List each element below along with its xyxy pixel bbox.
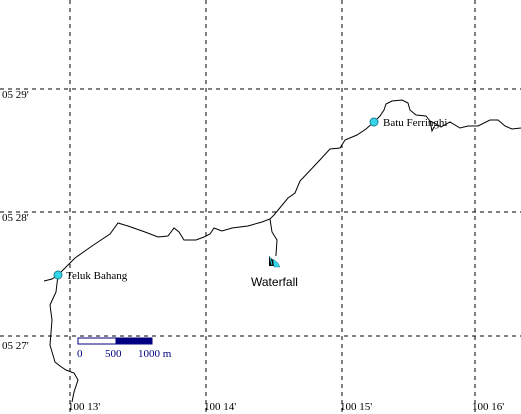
road-south[interactable] [49,274,79,403]
scale-label-0: 0 [77,348,83,360]
waterfall-icon[interactable] [268,256,281,268]
lon-label-10016: 100 16' [472,401,504,413]
lon-label-10015: 100 15' [340,401,372,413]
place-label-teluk-bahang: Teluk Bahang [66,270,128,282]
lon-label-10014: 100 14' [204,401,236,413]
poi-label-waterfall: Waterfall [251,275,298,289]
lat-label-0528: 05 28' [2,212,29,224]
lon-label-10013: 100 13' [68,401,100,413]
scale-bar: 0 500 1000 m [77,337,172,360]
lat-label-0529: 05 29' [2,89,29,101]
scale-label-1000m: 1000 m [138,348,172,360]
scale-label-500: 500 [105,348,122,360]
town-marker-batu-ferringhi[interactable] [369,117,379,127]
place-label-batu-ferringhi: Batu Ferringhi [383,117,447,129]
coastal-road[interactable] [43,99,521,282]
road-south-spur[interactable] [429,120,435,133]
town-marker-teluk-bahang[interactable] [53,270,63,280]
lat-label-0527: 05 27' [2,340,29,352]
